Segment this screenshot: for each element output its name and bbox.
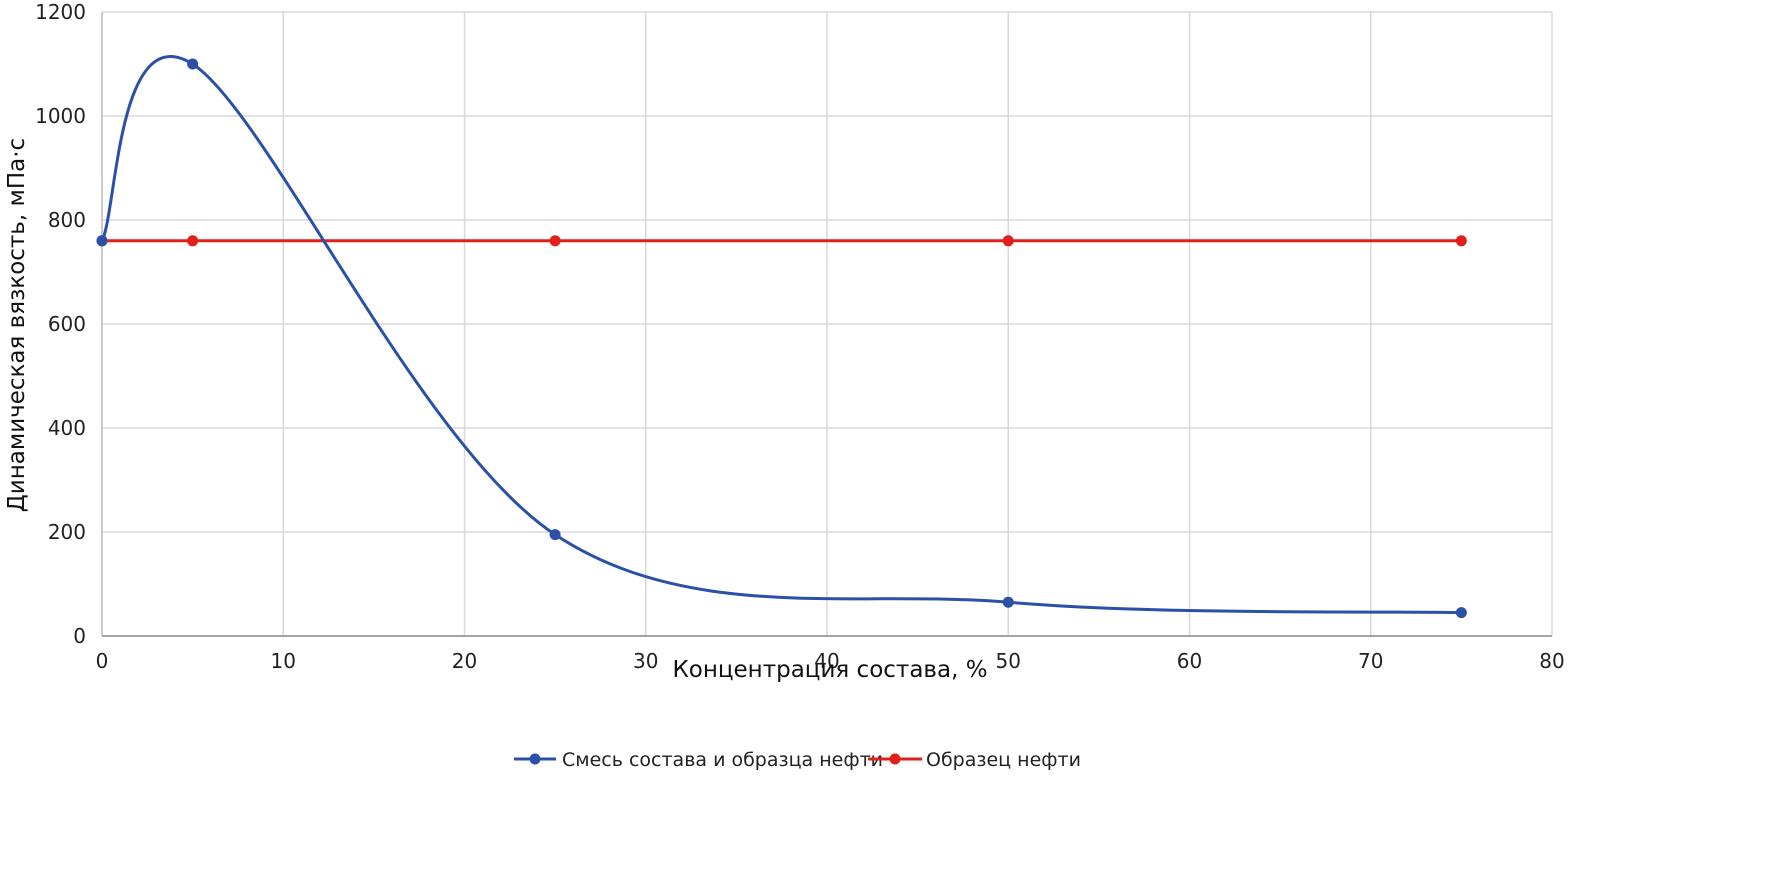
series-line-0: [100, 54, 1462, 615]
x-tick-label: 60: [1177, 649, 1202, 673]
series-0-point: [1002, 596, 1014, 608]
legend-swatch-marker: [529, 753, 541, 765]
y-tick-label: 600: [48, 312, 86, 336]
series-0-point: [96, 235, 108, 247]
x-tick-label: 0: [96, 649, 109, 673]
series-1-point: [187, 235, 199, 247]
x-tick-label: 30: [633, 649, 658, 673]
grid: [101, 11, 1553, 637]
series-0-point: [549, 529, 561, 541]
x-tick-label: 70: [1358, 649, 1383, 673]
y-tick-label: 1200: [35, 0, 86, 24]
x-tick-label: 50: [996, 649, 1021, 673]
y-tick-label: 1000: [35, 104, 86, 128]
series-layer: [96, 54, 1467, 619]
legend-label: Смесь состава и образца нефти: [562, 749, 883, 771]
series-0-point: [1455, 607, 1467, 619]
series-1-point: [1455, 235, 1467, 247]
series-0-point: [187, 58, 199, 70]
x-axis-title: Концентрация состава, %: [672, 657, 987, 683]
y-axis-title: Динамическая вязкость, мПа·с: [4, 138, 30, 512]
y-tick-label: 200: [48, 520, 86, 544]
y-tick-label: 0: [73, 624, 86, 648]
legend: Смесь состава и образца нефти Образец неф…: [514, 749, 1081, 771]
x-tick-label: 20: [452, 649, 477, 673]
legend-swatch-marker: [889, 753, 901, 765]
x-tick-label: 80: [1539, 649, 1564, 673]
series-1-point: [1002, 235, 1014, 247]
x-tick-label: 40: [814, 649, 839, 673]
y-tick-label: 800: [48, 208, 86, 232]
axes: [101, 12, 1552, 637]
x-tick-label: 10: [271, 649, 296, 673]
y-tick-label: 400: [48, 416, 86, 440]
legend-label: Образец нефти: [926, 749, 1081, 771]
series-1-point: [549, 235, 561, 247]
